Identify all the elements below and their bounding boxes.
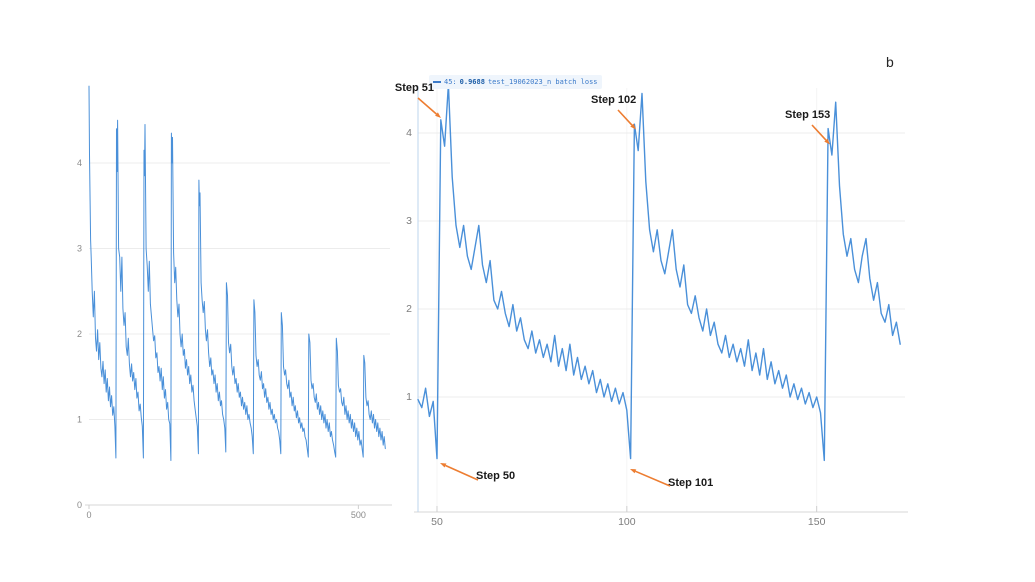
hover-tooltip: 45: 0.9688 test_19062023_n batch loss [429,75,602,89]
y-tick-label: 3 [77,244,82,254]
zoomed-loss-line[interactable] [417,83,901,462]
overview-loss-line[interactable] [88,85,386,461]
tooltip-series-name: test_19062023_n batch loss [487,78,598,86]
step-102-arrow-icon [617,109,636,130]
panel-label: b [886,54,894,70]
y-tick-label: 2 [77,329,82,339]
x-tick-label: 100 [618,516,636,528]
x-tick-label: 150 [808,516,826,528]
step-101-arrow-icon [630,469,671,487]
y-tick-label: 1 [406,391,412,403]
step-50-arrow-icon [440,463,479,481]
tooltip-value: 0.9688 [459,78,485,86]
y-tick-label: 2 [406,303,412,315]
step-51-arrow-icon [417,97,441,118]
overview-loss-chart[interactable]: 0 1 2 3 4 0 500 [70,73,400,533]
x-tick-label: 0 [86,510,91,520]
annotation-step-101-label: Step 101 [668,477,714,489]
x-tick-label: 50 [431,516,443,528]
y-tick-label: 4 [406,127,412,139]
step-153-arrow-icon [811,124,830,145]
annotation-step-102-label: Step 102 [591,94,637,106]
y-tick-label: 1 [77,415,82,425]
overview-plot-svg: 0 1 2 3 4 0 500 [77,85,392,520]
annotation-step-153-label: Step 153 [785,109,831,121]
zoomed-loss-chart[interactable]: 1 2 3 4 50 100 150 [400,80,920,540]
legend-dash-icon [433,81,441,83]
y-tick-label: 4 [77,158,82,168]
x-tick-label: 500 [351,510,366,520]
annotation-step-51-label: Step 51 [394,82,434,94]
y-tick-label: 3 [406,215,412,227]
y-tick-label: 0 [77,500,82,510]
annotation-step-50-label: Step 50 [476,470,516,482]
zoomed-plot-svg: 1 2 3 4 50 100 150 [406,83,908,528]
tooltip-step: 45: [444,78,457,86]
